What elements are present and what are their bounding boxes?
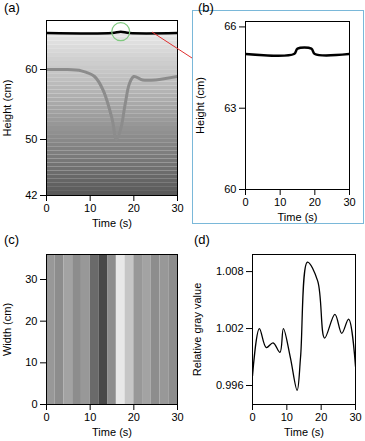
svg-text:0.996: 0.996 (216, 379, 244, 391)
svg-text:20: 20 (128, 202, 140, 214)
svg-text:Time (s): Time (s) (284, 426, 324, 438)
html-text:(a): (a) (4, 0, 20, 15)
svg-text:0: 0 (249, 411, 255, 423)
svg-text:Time (s): Time (s) (92, 217, 132, 229)
html-text:(c): (c) (4, 232, 20, 247)
svg-text:0: 0 (43, 411, 49, 423)
svg-text:10: 10 (25, 356, 37, 368)
svg-text:20: 20 (25, 315, 37, 327)
html-text:(d): (d) (194, 232, 210, 247)
svg-text:10: 10 (84, 202, 96, 214)
svg-text:10: 10 (84, 411, 96, 423)
svg-text:30: 30 (171, 202, 183, 214)
svg-text:1.002: 1.002 (216, 322, 244, 334)
svg-text:30: 30 (349, 411, 361, 423)
svg-text:0: 0 (43, 202, 49, 214)
svg-text:Width (cm): Width (cm) (1, 303, 13, 356)
svg-text:60: 60 (224, 183, 236, 195)
svg-text:20: 20 (315, 411, 327, 423)
svg-text:50: 50 (25, 133, 37, 145)
svg-text:0: 0 (31, 398, 37, 410)
svg-text:1.008: 1.008 (216, 265, 244, 277)
svg-text:42: 42 (25, 189, 37, 201)
svg-text:63: 63 (224, 102, 236, 114)
svg-text:Height (cm): Height (cm) (1, 80, 13, 137)
svg-text:0: 0 (242, 196, 248, 208)
svg-text:Time (s): Time (s) (278, 211, 318, 223)
svg-text:Height (cm): Height (cm) (194, 77, 206, 134)
svg-text:Time (s): Time (s) (92, 426, 132, 438)
svg-text:30: 30 (171, 411, 183, 423)
svg-text:10: 10 (274, 196, 286, 208)
svg-text:60: 60 (25, 63, 37, 75)
svg-text:20: 20 (128, 411, 140, 423)
svg-text:30: 30 (343, 196, 355, 208)
html-text:(b): (b) (198, 0, 214, 15)
svg-text:66: 66 (224, 20, 236, 32)
svg-text:30: 30 (25, 273, 37, 285)
svg-text:20: 20 (309, 196, 321, 208)
svg-text:Relative gray value: Relative gray value (191, 283, 203, 377)
svg-text:10: 10 (281, 411, 293, 423)
